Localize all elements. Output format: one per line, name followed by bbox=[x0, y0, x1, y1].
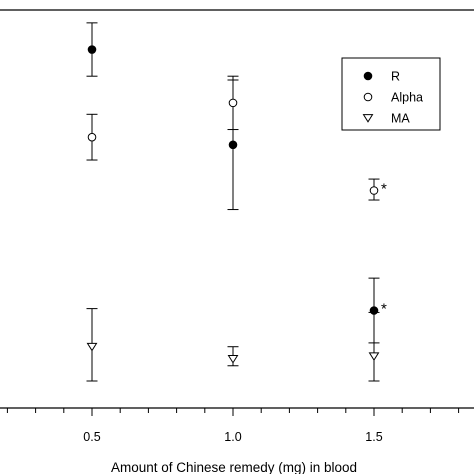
legend-box bbox=[341, 57, 441, 131]
data-point bbox=[87, 45, 97, 54]
legend-marker bbox=[363, 71, 373, 81]
x-axis-ticks: 0.5 1.0 1.5 bbox=[6, 408, 460, 444]
data-point bbox=[87, 132, 97, 142]
legend-marker bbox=[363, 92, 373, 102]
data-point bbox=[368, 352, 380, 362]
data-marks: ** bbox=[86, 22, 387, 382]
legend-label: R bbox=[391, 70, 400, 84]
series-ma bbox=[86, 308, 380, 382]
legend: R Alpha MA bbox=[341, 57, 441, 131]
data-point bbox=[369, 186, 379, 195]
significance-mark: * bbox=[381, 301, 387, 318]
legend-marker bbox=[362, 114, 374, 123]
x-tick-label: 0.5 bbox=[83, 430, 100, 444]
data-point bbox=[227, 355, 239, 364]
significance-mark: * bbox=[381, 181, 387, 198]
data-point bbox=[228, 98, 238, 108]
x-tick-label: 1.0 bbox=[224, 430, 241, 444]
legend-label: MA bbox=[391, 112, 410, 126]
data-point bbox=[86, 342, 98, 352]
series-alpha: * bbox=[86, 75, 387, 201]
x-axis-label: Amount of Chinese remedy (mg) in blood bbox=[111, 460, 357, 474]
legend-label: Alpha bbox=[391, 91, 423, 105]
x-tick-label: 1.5 bbox=[365, 430, 382, 444]
data-point bbox=[228, 140, 238, 150]
plot-frame bbox=[0, 9, 474, 409]
